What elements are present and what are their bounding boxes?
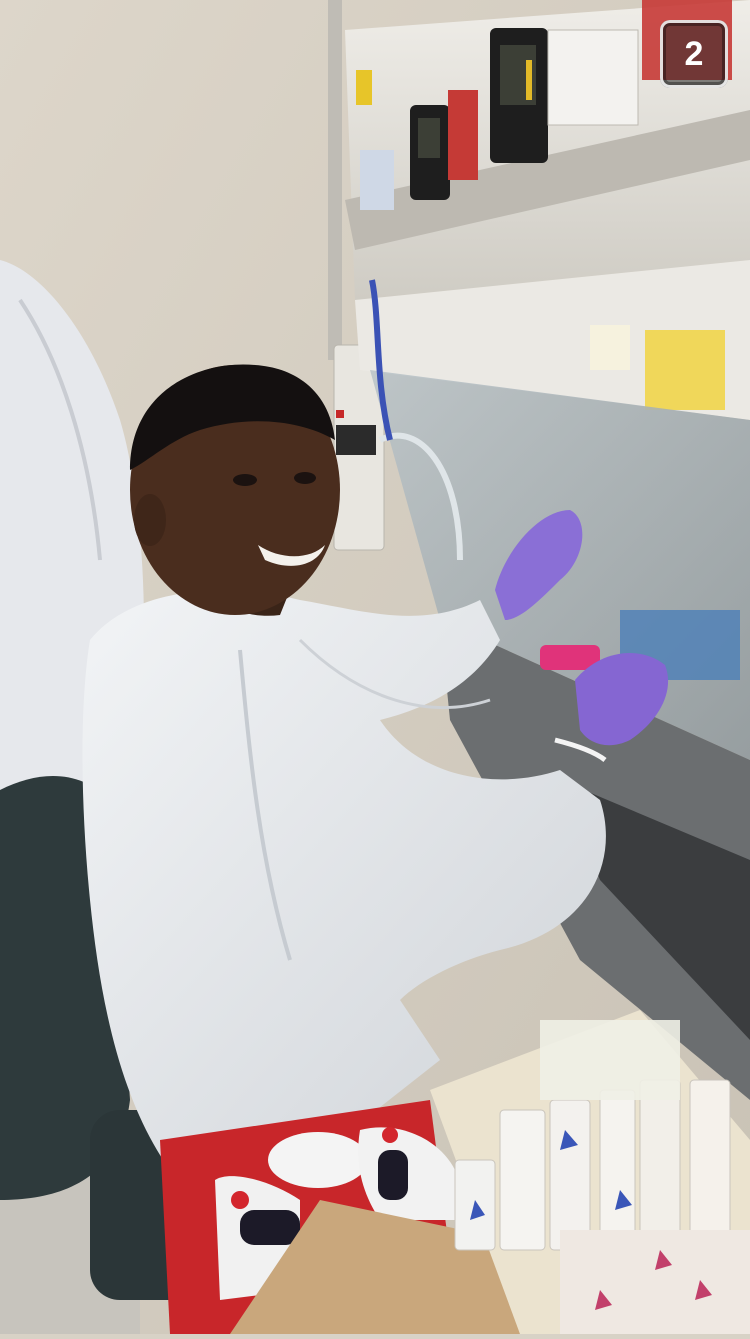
cardboard-box bbox=[230, 1200, 520, 1334]
left-eye bbox=[233, 474, 257, 486]
pipette-button-2 bbox=[231, 1191, 249, 1209]
yellow-label bbox=[356, 70, 372, 105]
pink-item bbox=[540, 645, 600, 670]
white-dish bbox=[268, 1132, 368, 1188]
info-label bbox=[547, 29, 639, 126]
story-counter-badge[interactable]: 2 bbox=[660, 20, 728, 88]
gauge-screen-left bbox=[418, 118, 440, 158]
caution-sticker bbox=[645, 330, 725, 410]
wrapped-pipettes bbox=[454, 1079, 750, 1334]
ear bbox=[134, 494, 166, 546]
outlet-indicator bbox=[336, 410, 344, 418]
plug bbox=[336, 425, 376, 455]
hair bbox=[130, 364, 335, 470]
pipette-handle-2 bbox=[240, 1210, 300, 1245]
smile-teeth bbox=[258, 545, 325, 566]
story-counter-text: 2 bbox=[684, 34, 704, 73]
grille bbox=[560, 780, 750, 1040]
tape-note bbox=[590, 325, 630, 370]
blue-cable bbox=[369, 279, 393, 441]
warning-label bbox=[448, 90, 478, 180]
right-glove bbox=[575, 653, 669, 746]
bracelet bbox=[554, 737, 607, 763]
coat-fold bbox=[18, 298, 102, 561]
hood-rail bbox=[345, 110, 750, 250]
pipette-button bbox=[382, 1127, 398, 1143]
right-eye bbox=[294, 472, 316, 484]
lab-coat bbox=[82, 590, 606, 1170]
coat-seam bbox=[238, 649, 292, 961]
pipette-handle bbox=[378, 1150, 408, 1200]
gauge-indicator bbox=[526, 60, 532, 100]
blue-label bbox=[360, 150, 394, 210]
conduit bbox=[328, 0, 342, 360]
pipette-tips bbox=[540, 1020, 680, 1100]
coat-fold-arm bbox=[298, 638, 491, 709]
tubing bbox=[378, 432, 463, 561]
left-glove bbox=[495, 510, 583, 620]
